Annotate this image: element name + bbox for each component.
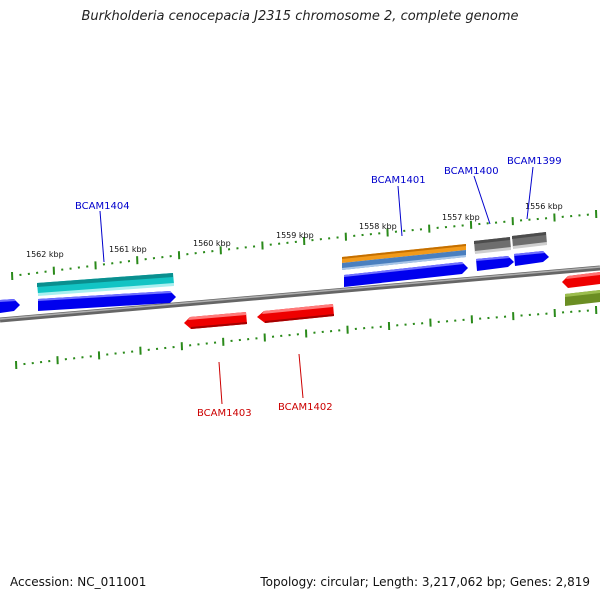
gene-label-bcam1400[interactable]: BCAM1400 [444, 166, 499, 177]
scale-label: 1558 kbp [359, 222, 397, 231]
label-leader-line [473, 175, 491, 225]
forward-scale-ticks [11, 209, 598, 281]
label-leader-line [526, 166, 534, 220]
label-leader-line [298, 353, 304, 399]
bcam1404-cds[interactable] [38, 291, 176, 311]
gene-label-bcam1399[interactable]: BCAM1399 [507, 156, 562, 167]
olive-feature[interactable] [565, 290, 600, 306]
chromosome-backbone [0, 265, 600, 323]
scale-label: 1559 kbp [276, 231, 314, 240]
scale-label: 1562 kbp [26, 250, 64, 259]
bcam1400-cds[interactable] [476, 256, 514, 271]
label-leader-line [397, 185, 403, 237]
bcam1401-feature[interactable] [342, 244, 466, 270]
bcam1401-cds[interactable] [344, 262, 468, 287]
bcam1403-cds[interactable] [184, 312, 247, 329]
bcam1404-feature[interactable] [37, 273, 174, 296]
gene-label-bcam1401[interactable]: BCAM1401 [371, 175, 426, 186]
gene-label-bcam1404[interactable]: BCAM1404 [75, 201, 130, 212]
cds-forward-feature[interactable] [0, 299, 20, 313]
label-leader-line [99, 210, 105, 263]
reverse-scale-ticks [15, 305, 598, 370]
genome-summary-text: Topology: circular; Length: 3,217,062 bp… [260, 575, 590, 589]
gene-label-bcam1402[interactable]: BCAM1402 [278, 402, 333, 413]
accession-text: Accession: NC_011001 [10, 575, 147, 589]
gene-label-bcam1403[interactable]: BCAM1403 [197, 408, 252, 419]
cds-reverse-feature[interactable] [562, 272, 600, 288]
bcam1400-feature[interactable] [474, 237, 511, 254]
bcam1399-feature[interactable] [512, 232, 547, 249]
bcam1399-cds[interactable] [514, 251, 549, 266]
scale-label: 1556 kbp [525, 202, 563, 211]
scale-label: 1561 kbp [109, 245, 147, 254]
label-leader-line [218, 361, 223, 405]
genome-title: Burkholderia cenocepacia J2315 chromosom… [81, 9, 519, 24]
scale-label: 1557 kbp [442, 213, 480, 222]
bcam1402-cds[interactable] [257, 304, 334, 323]
scale-label: 1560 kbp [193, 239, 231, 248]
